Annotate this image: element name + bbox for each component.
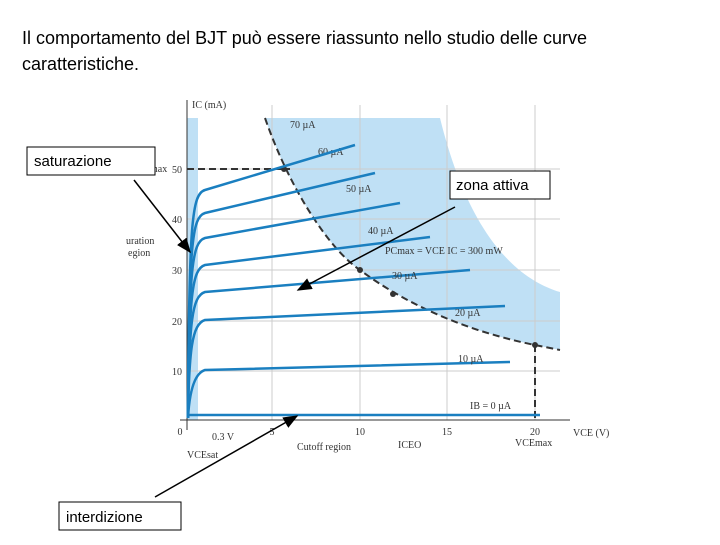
curve-label: 70 µA	[290, 120, 316, 131]
curve-label: 10 µA	[458, 354, 484, 365]
ib-curve	[186, 143, 356, 419]
callout-box	[26, 146, 156, 176]
callout-box	[58, 501, 182, 531]
x-tick-label: 5	[270, 427, 275, 438]
callout: saturazione	[34, 153, 112, 170]
slide-text: Il comportamento del BJT può essere rias…	[22, 28, 587, 48]
characteristic-figure: 10 20 30 40 50 0 5 10 15 20 10 µA 20 µA 30 µA 40 µA 50…	[126, 100, 609, 461]
x-tick-label: 20	[530, 427, 540, 438]
figure-label: IC (mA)	[192, 100, 226, 111]
figure-label: VCE (V)	[573, 428, 609, 439]
figure-label: PCmax = VCE IC = 300 mW	[385, 246, 503, 257]
figure-label: uration	[126, 236, 154, 247]
x-tick-label: 10	[355, 427, 365, 438]
y-tick-label: 30	[172, 266, 182, 277]
y-tick-label: 50	[172, 165, 182, 176]
curve-label: 30 µA	[392, 271, 418, 282]
x-tick-label: 15	[442, 427, 452, 438]
limit-line	[187, 168, 536, 420]
y-tick-label: 10	[172, 367, 182, 378]
curve-label: 20 µA	[455, 308, 481, 319]
callout-box	[449, 170, 551, 200]
arrows	[133, 179, 456, 498]
figure-label: Cutoff region	[297, 442, 351, 453]
slide-text: caratteristiche.	[22, 54, 139, 74]
figure-label: VCEsat	[187, 450, 218, 461]
y-tick-label: 40	[172, 215, 182, 226]
figure-label: 0.3 V	[212, 432, 235, 443]
figure-label: VCEmax	[515, 438, 552, 449]
curve-label: 40 µA	[368, 226, 394, 237]
figure-label: IB = 0 µA	[470, 401, 512, 412]
callout: zona attiva	[456, 177, 529, 194]
y-tick-label: 20	[172, 317, 182, 328]
figure-label: ICEO	[398, 440, 421, 451]
curve-label: 50 µA	[346, 184, 372, 195]
figure-label: egion	[128, 248, 150, 259]
x-tick-label: 0	[178, 427, 183, 438]
callout: interdizione	[66, 509, 143, 526]
